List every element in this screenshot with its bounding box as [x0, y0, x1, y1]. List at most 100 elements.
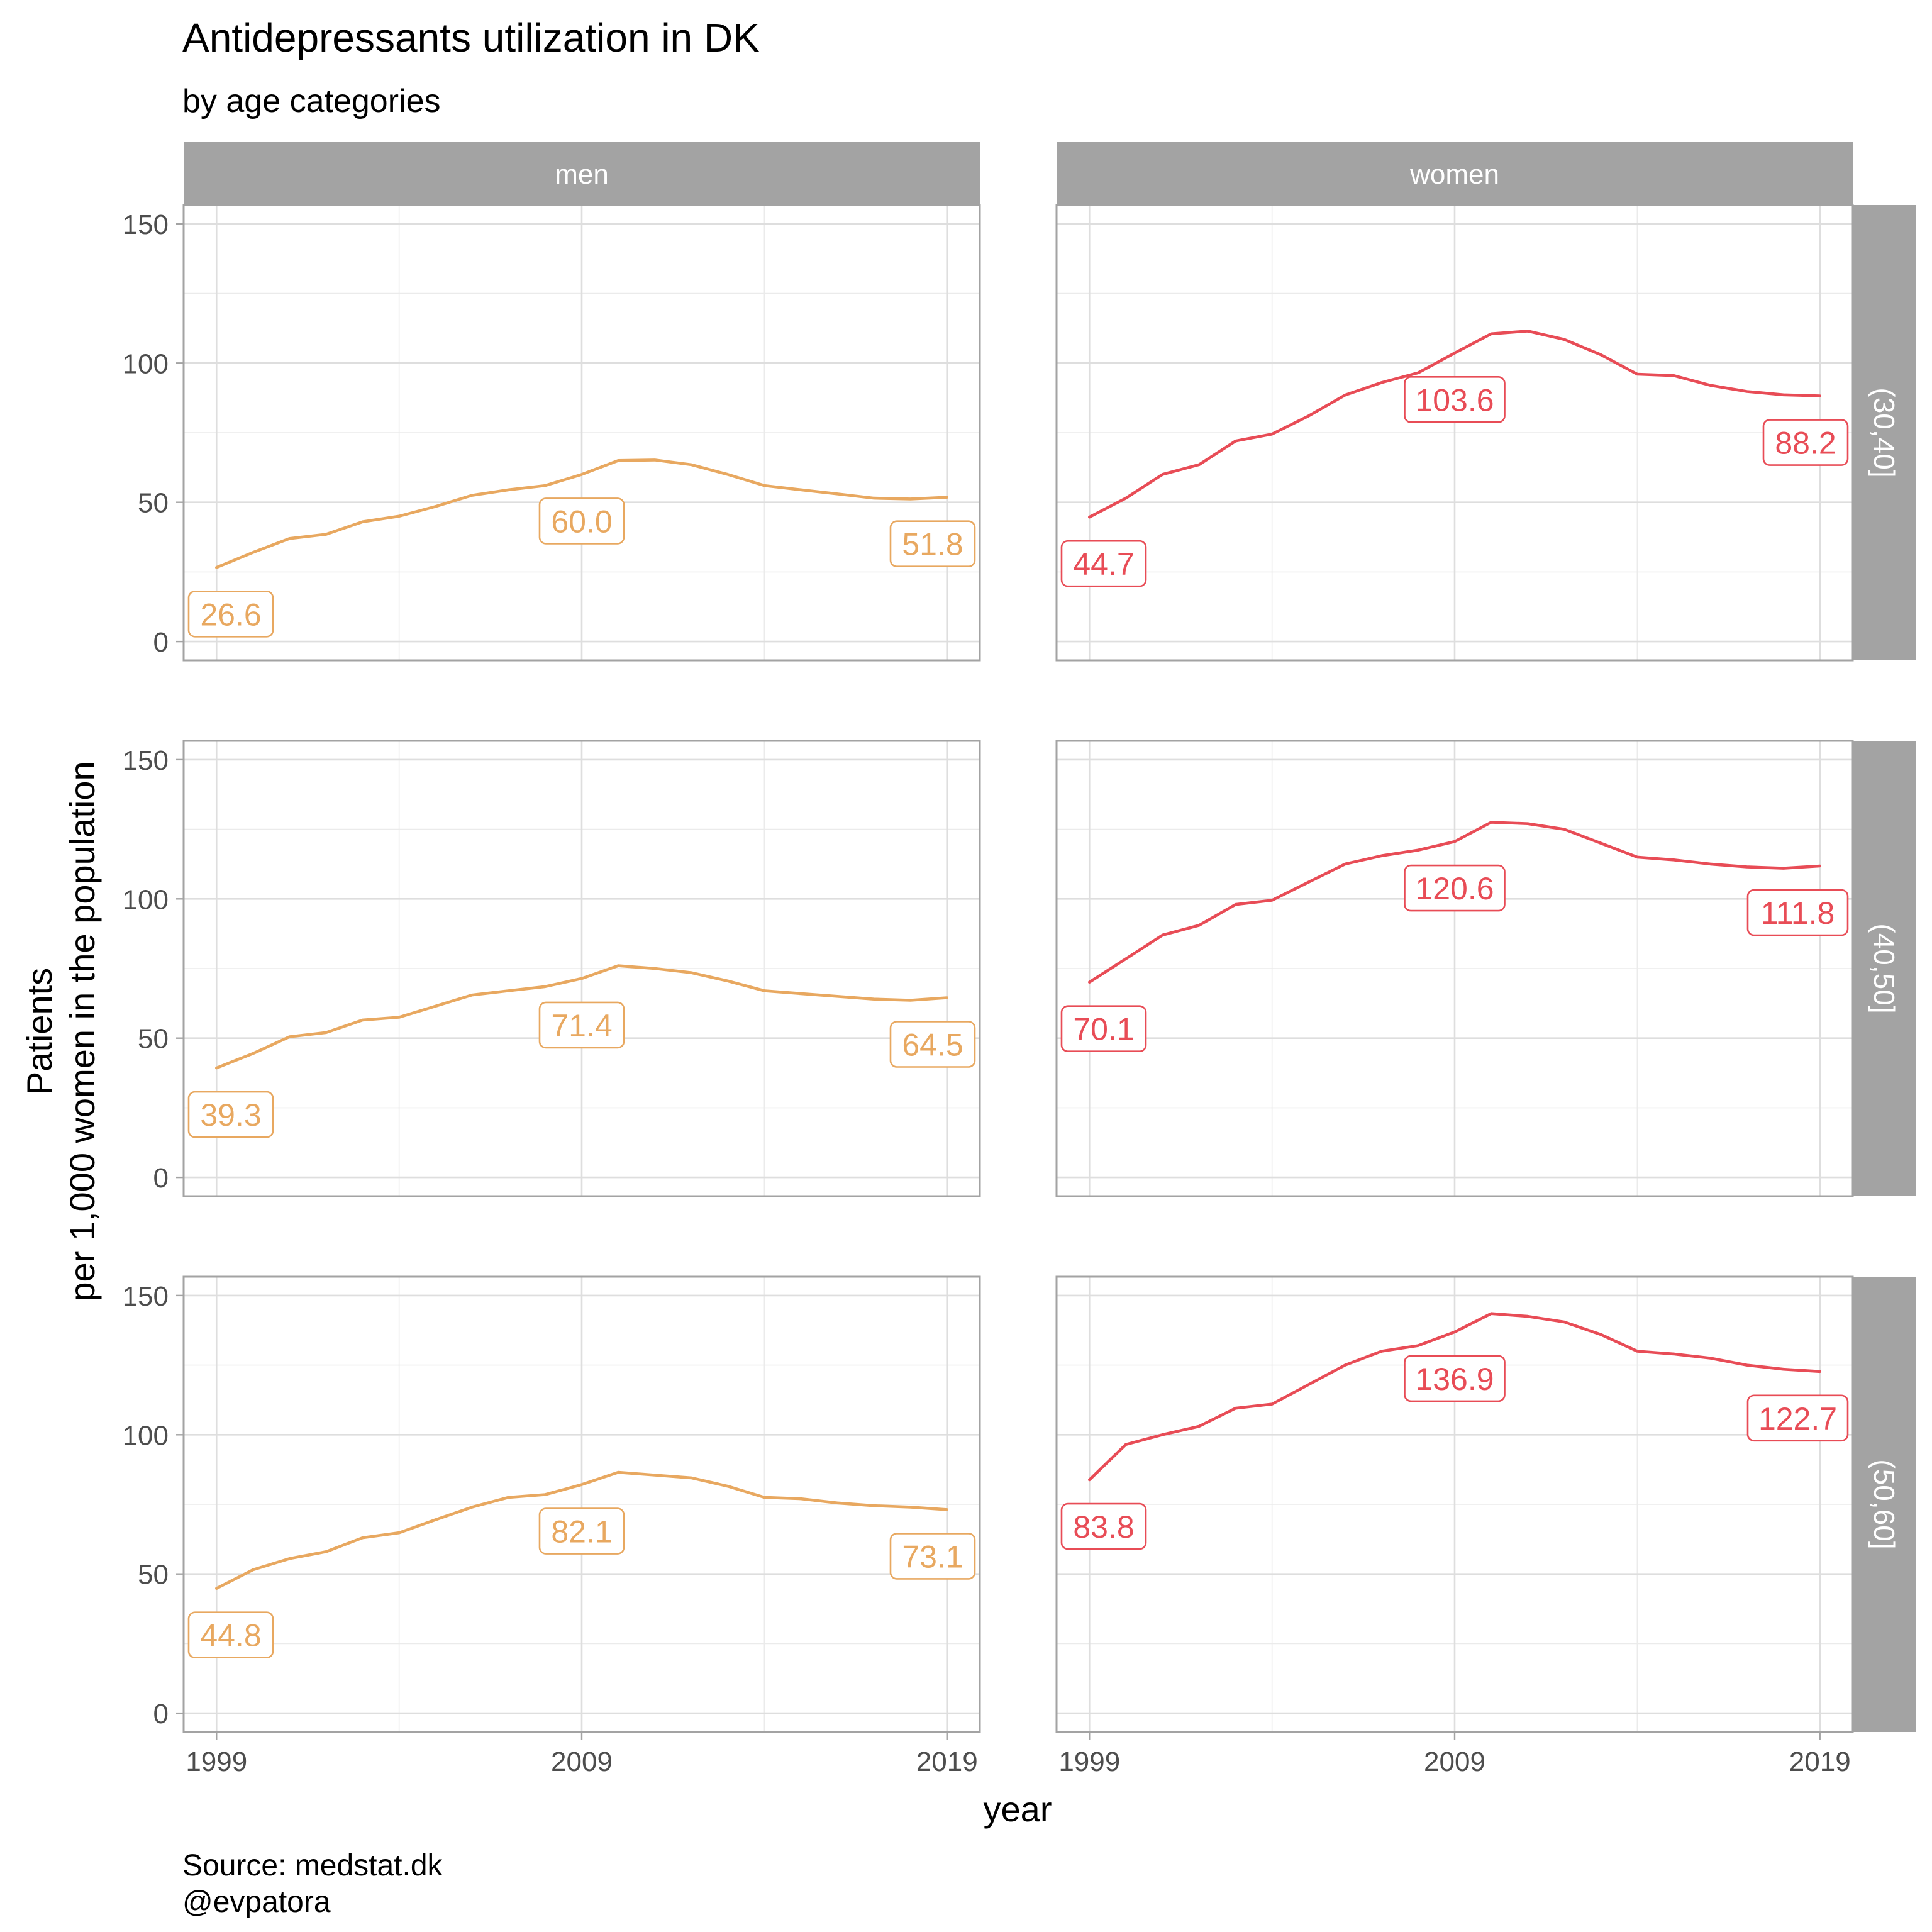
data-label-1999: 44.7	[1060, 540, 1147, 587]
data-label-box	[1060, 1005, 1147, 1052]
data-label-text: 64.5	[902, 1027, 963, 1062]
facet-strip-row-40-50	[1853, 741, 1916, 1196]
series-line-women	[1088, 1312, 1821, 1482]
y-tick-label: 0	[153, 627, 169, 658]
data-label-text: 120.6	[1415, 871, 1494, 906]
data-label-box	[187, 591, 274, 638]
facet-panels: men women (30,40] (40,50] (50,60] 26.6 60.0 51.…	[123, 142, 1916, 1777]
data-label-text: 82.1	[551, 1514, 612, 1550]
y-axis-title-line2: per 1,000 women in the population	[62, 761, 102, 1301]
data-label-2009: 120.6	[1404, 864, 1506, 912]
data-label-text: 60.0	[551, 504, 612, 539]
series-line-men	[214, 458, 948, 569]
series-line-women	[1088, 821, 1821, 984]
panel-border	[1055, 204, 1854, 662]
data-label-2009: 136.9	[1404, 1355, 1506, 1402]
series-line-women	[1088, 330, 1821, 519]
x-tick-label: 2009	[1424, 1746, 1485, 1777]
facet-strip-row-label-40-50: (40,50]	[1868, 923, 1901, 1013]
data-label-2019: 73.1	[889, 1533, 976, 1580]
data-label-text: 71.4	[551, 1008, 612, 1043]
data-label-2019: 122.7	[1746, 1394, 1849, 1442]
data-label-box	[1762, 419, 1849, 466]
x-tick-label: 1999	[186, 1746, 247, 1777]
data-label-text: 73.1	[902, 1539, 963, 1574]
data-label-box	[187, 1611, 274, 1659]
panel-border	[182, 740, 981, 1197]
data-label-1999: 39.3	[187, 1091, 274, 1138]
data-label-text: 88.2	[1775, 426, 1836, 461]
data-label-text: 136.9	[1415, 1362, 1494, 1397]
y-tick-label: 150	[123, 1281, 169, 1312]
caption-source: Source: medstat.dk	[182, 1849, 443, 1882]
data-label-box	[1060, 1502, 1147, 1550]
data-label-box	[1746, 889, 1849, 936]
data-label-box	[1404, 1355, 1506, 1402]
y-tick-label: 100	[123, 884, 169, 915]
data-label-2009: 82.1	[538, 1507, 625, 1555]
data-label-box	[538, 1001, 625, 1049]
y-tick-label: 50	[138, 488, 169, 519]
panel-border	[182, 204, 981, 662]
panel-men-50-60: 44.8 82.1 73.1	[182, 1275, 981, 1733]
data-label-2009: 71.4	[538, 1001, 625, 1049]
data-label-text: 44.8	[200, 1618, 261, 1653]
data-label-2019: 51.8	[889, 520, 976, 568]
panel-women-50-60: 83.8 136.9 122.7	[1055, 1275, 1854, 1733]
data-label-text: 39.3	[200, 1097, 261, 1133]
y-tick-label: 0	[153, 1699, 169, 1729]
x-axis-title: year	[984, 1789, 1052, 1829]
data-label-2009: 60.0	[538, 497, 625, 545]
facet-strip-row-label-30-40: (30,40]	[1868, 387, 1901, 477]
panel-border	[1055, 740, 1854, 1197]
y-tick-label: 50	[138, 1024, 169, 1055]
data-label-box	[187, 1091, 274, 1138]
x-tick-label: 2019	[916, 1746, 978, 1777]
data-label-box	[538, 1507, 625, 1555]
data-label-text: 44.7	[1073, 547, 1134, 582]
series-line-men	[214, 1470, 948, 1590]
data-label-text: 26.6	[200, 597, 261, 632]
data-label-1999: 26.6	[187, 591, 274, 638]
data-label-box	[889, 1021, 976, 1068]
data-label-1999: 44.8	[187, 1611, 274, 1659]
data-label-box	[1404, 864, 1506, 912]
facet-strip-row-50-60	[1853, 1277, 1916, 1732]
chart-title: Antidepressants utilization in DK	[182, 15, 760, 60]
panel-women-40-50: 70.1 120.6 111.8	[1055, 740, 1854, 1197]
panel-men-30-40: 26.6 60.0 51.8	[182, 204, 981, 662]
x-tick-label: 2009	[551, 1746, 613, 1777]
panel-women-30-40: 44.7 103.6 88.2	[1055, 204, 1854, 662]
x-tick-label: 2019	[1789, 1746, 1851, 1777]
series-line-men	[214, 964, 948, 1070]
data-label-box	[1060, 540, 1147, 587]
x-tick-label: 1999	[1058, 1746, 1120, 1777]
facet-strip-label-women: women	[1409, 159, 1499, 190]
y-tick-label: 50	[138, 1560, 169, 1591]
y-tick-label: 100	[123, 348, 169, 379]
data-label-text: 83.8	[1073, 1509, 1134, 1545]
data-label-box	[1746, 1394, 1849, 1442]
y-tick-label: 100	[123, 1420, 169, 1451]
facet-strip-row-30-40	[1853, 205, 1916, 660]
data-label-2019: 64.5	[889, 1021, 976, 1068]
data-label-box	[1404, 376, 1506, 423]
y-axis-title-line1: Patients	[19, 968, 59, 1095]
data-label-2019: 111.8	[1746, 889, 1849, 936]
data-label-text: 111.8	[1761, 896, 1835, 931]
y-tick-label: 150	[123, 745, 169, 776]
facet-strip-men	[184, 142, 980, 205]
panel-men-40-50: 39.3 71.4 64.5	[182, 740, 981, 1197]
data-label-box	[889, 1533, 976, 1580]
data-label-text: 122.7	[1758, 1401, 1837, 1436]
caption-handle: @evpatora	[182, 1885, 331, 1919]
data-label-1999: 70.1	[1060, 1005, 1147, 1052]
data-label-box	[889, 520, 976, 568]
facet-strip-women	[1057, 142, 1853, 205]
data-label-2009: 103.6	[1404, 376, 1506, 423]
facet-strip-label-men: men	[555, 159, 609, 190]
data-label-text: 51.8	[902, 527, 963, 562]
chart-subtitle: by age categories	[182, 83, 441, 119]
data-label-text: 70.1	[1073, 1012, 1134, 1047]
